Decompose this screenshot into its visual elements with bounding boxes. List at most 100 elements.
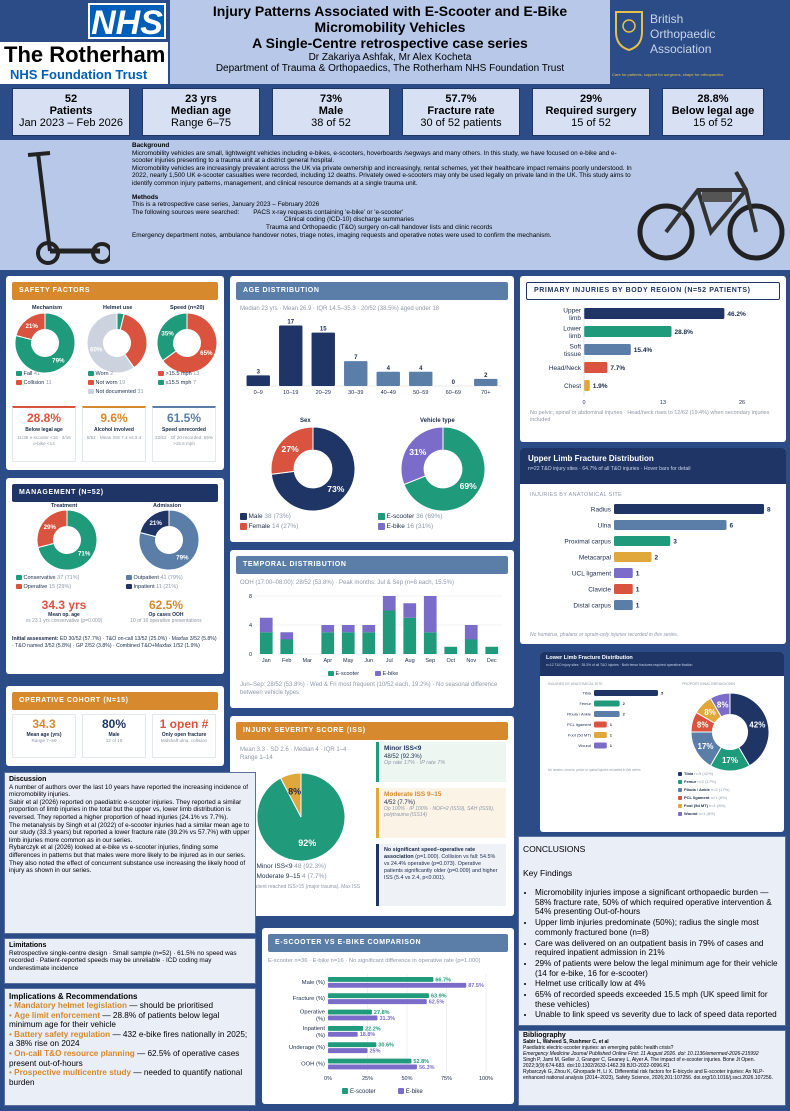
discussion-card: Discussion A number of authors over the …	[4, 772, 256, 934]
primary-header: PRIMARY INJURIES BY BODY REGION (N=52 PA…	[526, 282, 780, 300]
temporal-bar	[444, 646, 458, 654]
legend-count: 19	[119, 380, 126, 386]
stat-sub: 38 of 52	[311, 117, 351, 129]
stat-value: 23 yrs	[185, 93, 217, 105]
age-tick-label: 30–39	[348, 390, 363, 396]
sex-title: Sex	[300, 418, 311, 424]
comparison-category: Operative	[300, 1010, 325, 1016]
hbar-value: 8	[767, 506, 771, 513]
donut-slice	[156, 312, 188, 362]
comparison-category-cont: (%)	[316, 1017, 325, 1023]
legend-count: n=1 (8%)	[709, 803, 726, 808]
comparison-bar	[328, 1064, 417, 1070]
implication-item: • On-call T&O resource planning — 62.5% …	[9, 1048, 240, 1068]
legend-swatch	[378, 523, 385, 530]
hbar	[614, 536, 671, 546]
legend-label: E-scooter	[335, 671, 360, 677]
stat-value: 57.7%	[445, 93, 477, 105]
slice-label: 42%	[749, 720, 765, 729]
temporal-bar	[321, 625, 335, 633]
legend-count: 41	[33, 371, 41, 377]
admission-title: Admission	[153, 503, 182, 509]
safety-stat-box: 61.5% Speed unrecorded 32/52 · Of 20 recor…	[152, 406, 216, 462]
safety-box-label: Speed unrecorded	[162, 427, 206, 433]
legend-swatch	[126, 574, 132, 581]
legend-count: n=2 (17%)	[710, 787, 730, 792]
comparison-bar-label: 18.8%	[360, 1032, 376, 1038]
hbar	[584, 362, 608, 373]
conclusions-title: CONCLUSIONS	[523, 844, 586, 854]
hbar-value: 1	[636, 570, 640, 577]
legend-item: E-scooter 36 (69%)	[378, 512, 443, 522]
age-bar-label: 7	[354, 355, 358, 361]
comparison-bar-label: 52.8%	[413, 1059, 429, 1065]
vehicle-title: Vehicle type	[420, 418, 455, 424]
legend-count: 41 (79%)	[160, 575, 183, 581]
management-header: MANAGEMENT (N=52)	[12, 484, 218, 502]
hbar-value: 6	[730, 522, 734, 529]
hbar	[614, 600, 633, 610]
legend-label: Femur	[684, 779, 697, 784]
lower-bar-chart: 5 Tibia 2 Femur 2 Fibula / Ankle 1 PCL ligament…	[567, 690, 664, 749]
ref-5: Rybarczyk G, Zhou K, Ghorpade H, Li X. D…	[523, 1069, 773, 1081]
hbar-value: 3	[673, 538, 677, 545]
operative-box: 34.3 Mean age (yrs) Range 7–59	[12, 714, 76, 758]
limitations-card: Limitations Retrospective single-centre …	[4, 938, 256, 984]
legend-item: ≤15.5 mph 7	[158, 379, 199, 388]
legend-count: n=2 (17%)	[697, 779, 716, 784]
legend-label: Minor ISS<9	[256, 863, 293, 870]
legend-item: >15.5 mph 13	[158, 370, 199, 379]
legend-item: Wound n=1 (8%)	[678, 810, 730, 818]
temporal-tick-label: Jan	[262, 658, 271, 664]
stat-box: 29% Required surgery 15 of 52	[532, 88, 650, 136]
methods-line4: Clinical coding (ICD-10) discharge summa…	[284, 216, 414, 224]
mechanism-donut: 79% 21%	[14, 312, 76, 374]
limitations-title: Limitations	[9, 942, 47, 949]
implications-title: Implications & Recommendations	[9, 992, 138, 1001]
hbar-category: Chest	[564, 383, 581, 390]
initial-assessment: Initial assessment: ED 30/52 (57.7%) · T…	[12, 636, 217, 649]
bibliography-title: Bibliography	[523, 1032, 566, 1039]
stat-box: 23 yrs Median age Range 6–75	[142, 88, 260, 136]
legend-item: Moderate 9–15 4 (7.7%)	[248, 872, 327, 882]
slice-label: 35%	[161, 330, 174, 337]
safety-box-value: 61.5%	[166, 411, 202, 425]
legend-label: Inpatient	[133, 584, 155, 590]
comparison-category: Inpatient	[303, 1026, 326, 1032]
temporal-tick-label: Jul	[386, 658, 393, 664]
legend-label: E-bike	[405, 1089, 423, 1095]
boa-logo: British Orthopaedic Association Care for…	[612, 0, 790, 84]
legend-swatch	[16, 379, 22, 386]
stat-label: Below legal age	[671, 105, 755, 117]
legend-count: 15 (29%)	[48, 584, 72, 590]
temporal-bar	[423, 632, 437, 654]
legend-label: Worn	[95, 371, 109, 377]
age-bar	[376, 371, 400, 386]
operative-box-label: Only open fracture	[161, 732, 207, 738]
management-card: MANAGEMENT (N=52) Treatment Admission 71…	[6, 478, 224, 674]
slice-label: 8%	[288, 787, 301, 797]
legend-label: E-bike	[386, 523, 405, 530]
comparison-bar	[328, 1031, 358, 1037]
operative-box-value: 34.3	[32, 717, 56, 731]
hbar	[584, 308, 725, 319]
implication-item: • Mandatory helmet legislation — should …	[9, 1001, 213, 1010]
legend-swatch	[158, 379, 164, 386]
age-bar-label: 3	[257, 369, 261, 375]
hbar-category: Tibia	[582, 690, 591, 695]
op-ooh-value: 62.5%	[148, 598, 184, 612]
iss-moderate-sub: Op 100% · IP 100% · NOF=2 (ISS9), SAH (I…	[384, 806, 495, 818]
op-ooh-sub: 10 of 16 operative presentations	[130, 618, 202, 624]
slice-label: 37%	[132, 336, 145, 343]
hbar-value: 5	[661, 690, 664, 695]
comparison-x-tick: 50%	[401, 1076, 412, 1082]
stat-value: 28.8%	[697, 93, 729, 105]
temporal-tick-label: Dec	[487, 658, 497, 664]
operative-boxes: 34.3 Mean age (yrs) Range 7–59 80% Male 12 of…	[12, 714, 218, 760]
hbar	[594, 700, 620, 707]
legend-swatch	[328, 670, 334, 677]
mechanism-legend: Fall 41 Collision 11	[16, 370, 52, 388]
legend-item: Fibula / Ankle n=2 (17%)	[678, 786, 730, 794]
background-text: Background Micromobility vehicles are sm…	[132, 142, 632, 239]
safety-header: SAFETY FACTORS	[12, 282, 218, 300]
